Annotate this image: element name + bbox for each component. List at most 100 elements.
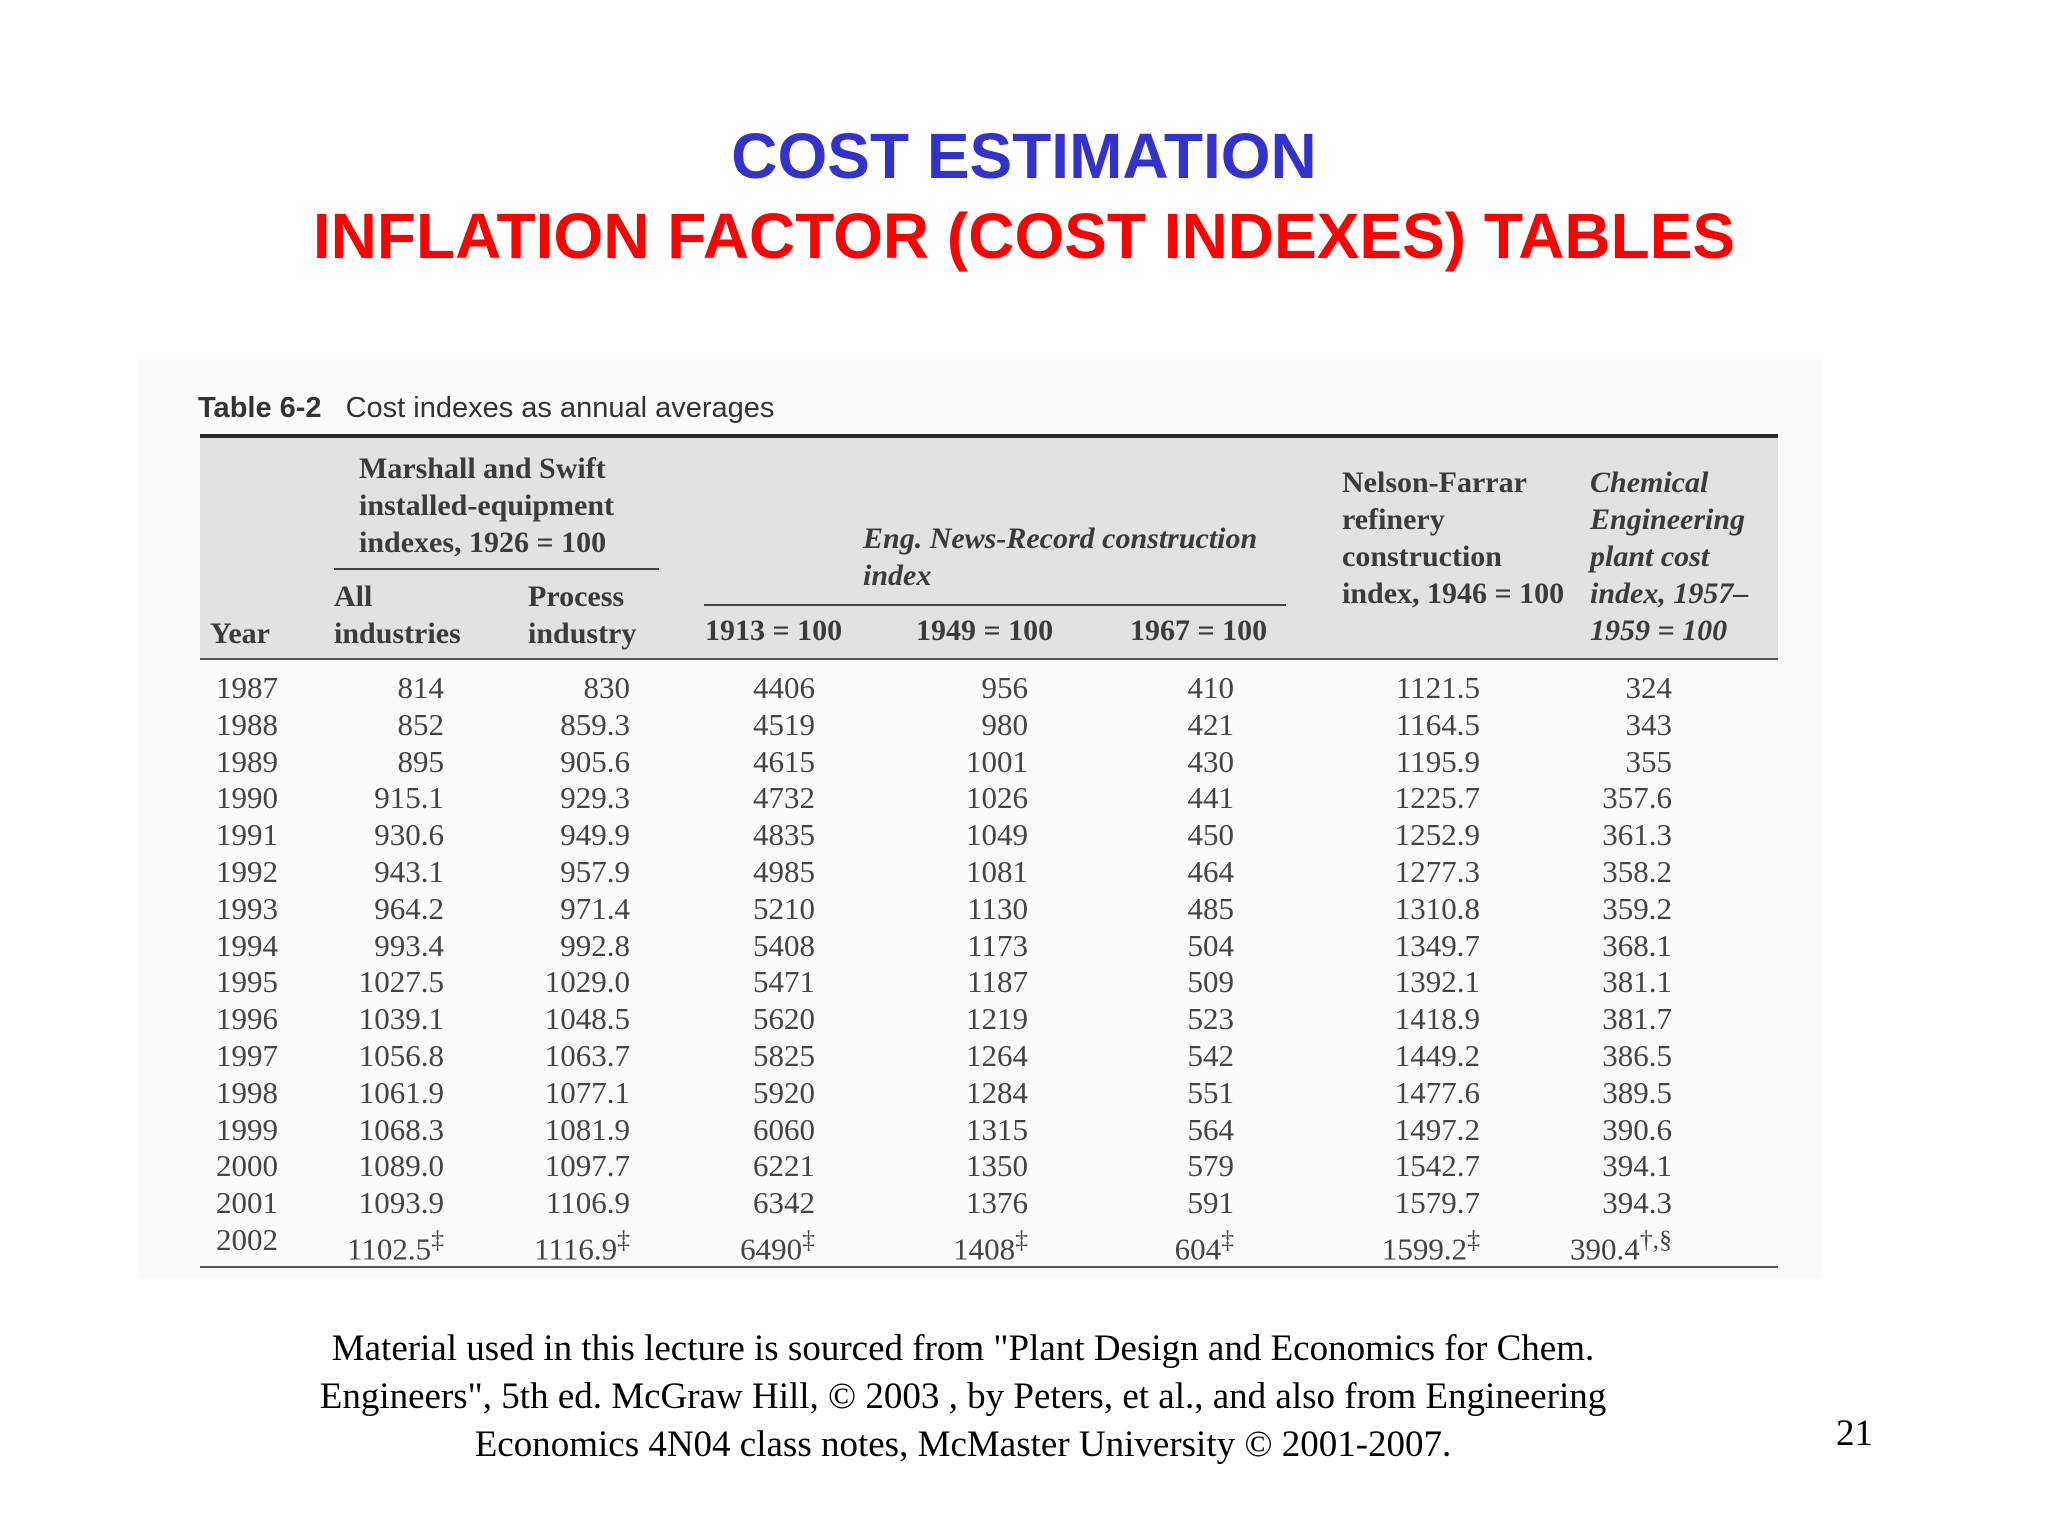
- cell-year: 2001: [216, 1185, 278, 1221]
- cell-nelson-farrar-wrap: 1310.8: [1395, 891, 1480, 928]
- cell-enr-1967-wrap: 441: [1188, 780, 1235, 817]
- footnote-mark: ‡: [1015, 1224, 1028, 1254]
- cell-chemical-engineering: 381.1: [1602, 964, 1672, 1000]
- cell-nelson-farrar: 1392.1: [1394, 964, 1480, 1000]
- cell-enr-1967: 579: [1187, 1148, 1235, 1184]
- cell-chemical-engineering: 355: [1625, 743, 1673, 779]
- cell-all-industries: 1102.5: [346, 1231, 432, 1267]
- cell-enr-1949: 1219: [966, 1001, 1028, 1037]
- table-row: 2002 1102.5‡ 1116.9‡ 6490‡ 1408‡ 604‡ 1599.2‡ 3…: [200, 1221, 1778, 1266]
- cell-nelson-farrar: 1195.9: [1395, 743, 1480, 779]
- cell-enr-1913: 6342: [753, 1185, 815, 1221]
- cell-chemical-engineering-wrap: 359.2: [1602, 891, 1672, 928]
- cell-chemical-engineering-wrap: 368.1: [1602, 928, 1672, 965]
- cell-enr-1967: 441: [1187, 780, 1235, 816]
- cell-enr-1967-wrap: 485: [1188, 891, 1235, 928]
- cell-chemical-engineering-wrap: 361.3: [1602, 817, 1672, 854]
- cell-process-industry: 929.3: [560, 780, 630, 816]
- cell-enr-1949-wrap: 1026: [966, 780, 1028, 817]
- cell-enr-1949: 1315: [966, 1111, 1028, 1147]
- cell-enr-1913: 5620: [753, 1001, 815, 1037]
- cell-enr-1913-wrap: 4835: [753, 817, 815, 854]
- cell-enr-1913-wrap: 5210: [753, 891, 815, 928]
- cell-enr-1949: 1284: [966, 1074, 1028, 1110]
- cell-process-industry: 971.4: [560, 890, 630, 926]
- footnote-mark: ‡: [802, 1224, 815, 1254]
- cell-enr-1913-wrap: 5920: [753, 1075, 815, 1112]
- cell-enr-1949: 1130: [967, 890, 1028, 926]
- cell-year: 1992: [216, 853, 278, 889]
- cell-process-industry: 830: [583, 670, 631, 705]
- cell-all-industries-wrap: 964.2: [374, 891, 444, 928]
- cell-enr-1967: 564: [1187, 1111, 1235, 1147]
- cell-chemical-engineering: 381.7: [1602, 1001, 1672, 1037]
- source-footnote: Material used in this lecture is sourced…: [319, 1328, 1607, 1465]
- cell-process-industry: 1081.9: [544, 1111, 630, 1147]
- cell-year: 2002: [216, 1221, 278, 1257]
- cell-enr-1913: 5471: [753, 964, 815, 1000]
- cell-all-industries-wrap: 930.6: [374, 817, 444, 854]
- cell-nelson-farrar-wrap: 1252.9: [1395, 817, 1480, 854]
- cell-nelson-farrar: 1449.2: [1394, 1037, 1480, 1073]
- footnote-mark: †,§: [1639, 1224, 1672, 1254]
- cell-enr-1949-wrap: 980: [982, 707, 1029, 744]
- table-caption: Table 6-2 Cost indexes as annual averages: [198, 392, 774, 425]
- cell-all-industries-wrap: 1102.5‡: [347, 1222, 444, 1268]
- cell-enr-1913: 5408: [753, 927, 815, 963]
- cell-process-industry: 1106.9: [545, 1185, 630, 1221]
- cell-all-industries: 993.4: [374, 927, 444, 963]
- cell-all-industries: 1039.1: [358, 1001, 444, 1037]
- cell-enr-1967-wrap: 450: [1188, 817, 1235, 854]
- cell-enr-1913-wrap: 5825: [753, 1038, 815, 1075]
- cell-nelson-farrar-wrap: 1477.6: [1395, 1075, 1480, 1112]
- cell-year: 1989: [216, 743, 278, 779]
- cell-year: 1995: [216, 964, 278, 1000]
- cell-process-industry: 957.9: [560, 853, 630, 889]
- cell-chemical-engineering-wrap: 343: [1626, 707, 1673, 744]
- cell-chemical-engineering-wrap: 358.2: [1602, 854, 1672, 891]
- cell-enr-1967: 410: [1187, 670, 1235, 705]
- cell-enr-1913-wrap: 5620: [753, 1001, 815, 1038]
- cell-enr-1949: 1408: [953, 1231, 1016, 1267]
- enr-underline: [704, 604, 1286, 606]
- cell-year-wrap: 1988: [216, 707, 278, 744]
- cell-enr-1967: 604: [1174, 1231, 1222, 1267]
- cell-enr-1913: 6060: [753, 1111, 815, 1147]
- cell-nelson-farrar: 1497.2: [1394, 1111, 1480, 1147]
- cell-chemical-engineering: 389.5: [1602, 1074, 1672, 1110]
- cell-year: 1994: [216, 927, 278, 963]
- cell-process-industry: 1063.7: [544, 1037, 630, 1073]
- cell-process-industry: 859.3: [560, 706, 630, 742]
- cell-process-industry: 1048.5: [544, 1001, 630, 1037]
- cell-enr-1949-wrap: 1081: [966, 854, 1028, 891]
- table-row: 1995 1027.5 1029.0 5471 1187 509 1392.1 381.1: [200, 964, 1778, 1001]
- footnote-mark: ‡: [1467, 1224, 1480, 1254]
- cell-nelson-farrar: 1277.3: [1394, 853, 1480, 889]
- cell-all-industries-wrap: 1027.5: [359, 964, 444, 1001]
- table-header-band: [200, 438, 1778, 658]
- cell-nelson-farrar-wrap: 1195.9: [1396, 744, 1480, 781]
- cell-enr-1913-wrap: 5408: [753, 928, 815, 965]
- page-number: 21: [1836, 1413, 1873, 1454]
- cell-enr-1967-wrap: 604‡: [1175, 1222, 1234, 1268]
- cell-enr-1913-wrap: 6221: [753, 1148, 815, 1185]
- cell-enr-1967-wrap: 579: [1188, 1148, 1235, 1185]
- col-header-enr-1913: 1913 = 100: [705, 614, 843, 647]
- cell-enr-1913-wrap: 5471: [753, 964, 815, 1001]
- cell-chemical-engineering-wrap: 389.5: [1602, 1075, 1672, 1112]
- cell-process-industry-wrap: 971.4: [560, 891, 630, 928]
- cell-nelson-farrar: 1599.2: [1381, 1231, 1468, 1267]
- table-row: 1996 1039.1 1048.5 5620 1219 523 1418.9 381.7: [200, 1001, 1778, 1038]
- cell-nelson-farrar-wrap: 1164.5: [1396, 707, 1480, 744]
- cell-all-industries: 1027.5: [358, 964, 444, 1000]
- cell-all-industries: 1056.8: [358, 1037, 444, 1073]
- cell-process-industry: 992.8: [560, 927, 630, 963]
- cell-enr-1913-wrap: 6342: [753, 1185, 815, 1222]
- cell-process-industry-wrap: 949.9: [560, 817, 630, 854]
- table-header-rule: [200, 658, 1778, 660]
- cell-all-industries: 1061.9: [358, 1074, 444, 1110]
- cell-chemical-engineering: 390.6: [1602, 1111, 1672, 1147]
- cell-chemical-engineering: 394.3: [1602, 1185, 1672, 1221]
- cell-chemical-engineering: 386.5: [1602, 1037, 1672, 1073]
- cell-year-wrap: 1998: [216, 1075, 278, 1112]
